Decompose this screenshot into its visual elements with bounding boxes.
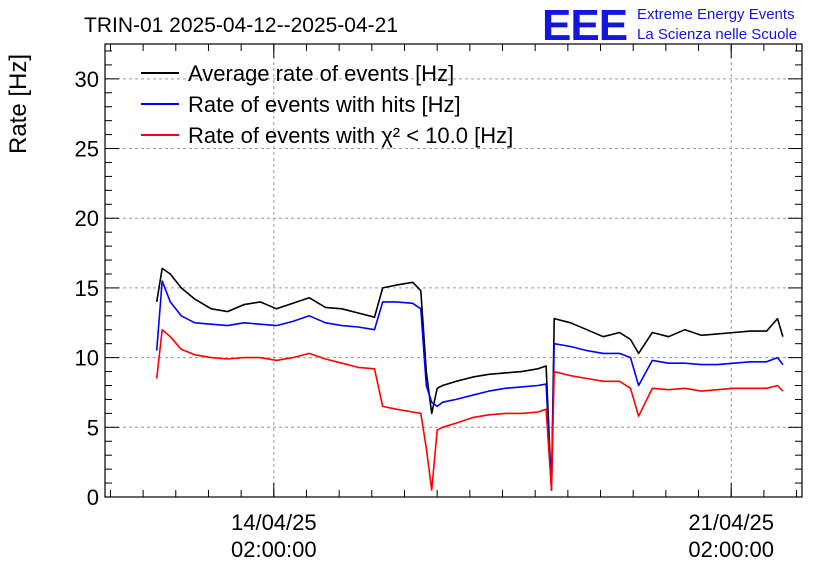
- x-tick-date: 21/04/25: [688, 510, 774, 535]
- plot-frame: [104, 43, 803, 498]
- series-line-1: [155, 280, 784, 491]
- y-axis-label: Rate [Hz]: [5, 54, 32, 154]
- y-tick-label: 25: [75, 137, 99, 162]
- chart-title: TRIN-01 2025-04-12--2025-04-21: [84, 14, 398, 37]
- y-tick-label: 10: [75, 346, 99, 371]
- y-tick-label: 20: [75, 206, 99, 231]
- y-tick-label: 5: [87, 415, 99, 440]
- y-tick-label: 30: [75, 67, 99, 92]
- eee-logo: EEE Extreme Energy Events La Scienza nel…: [542, 1, 797, 50]
- y-tick-label: 0: [87, 485, 99, 510]
- x-tick-date: 14/04/25: [231, 510, 317, 535]
- series-line-0: [155, 267, 784, 491]
- legend: Average rate of events [Hz] Rate of event…: [141, 61, 513, 148]
- legend-label-0: Average rate of events [Hz]: [188, 61, 454, 86]
- grid: [105, 44, 802, 497]
- x-tick-time: 02:00:00: [688, 537, 774, 562]
- series-lines: [155, 267, 784, 491]
- series-line-2: [155, 328, 784, 491]
- logo-line-2: La Scienza nelle Scuole: [637, 26, 797, 43]
- x-tick-time: 02:00:00: [231, 537, 317, 562]
- legend-label-1: Rate of events with hits [Hz]: [188, 92, 461, 117]
- logo-line-1: Extreme Energy Events: [637, 6, 795, 23]
- axes: 05101520253014/04/2502:00:0021/04/2502:0…: [75, 43, 803, 562]
- y-tick-label: 15: [75, 276, 99, 301]
- logo-mark: EEE: [542, 1, 627, 50]
- legend-label-2: Rate of events with χ² < 10.0 [Hz]: [188, 123, 513, 148]
